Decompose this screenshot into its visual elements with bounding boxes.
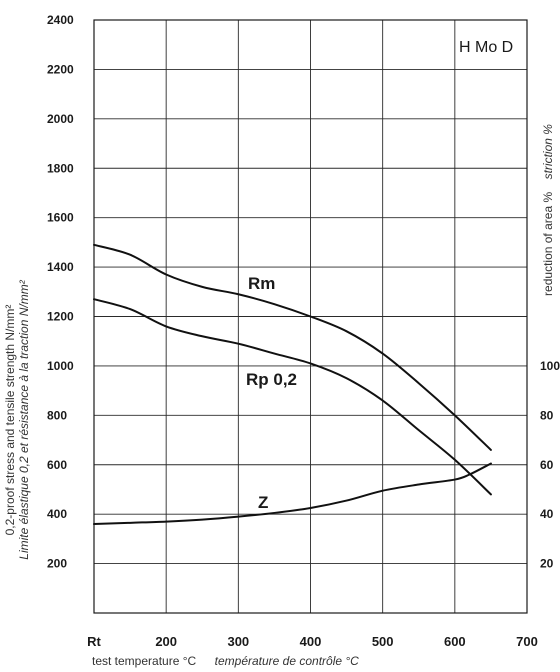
right-tick-labels: 100 80 60 40 20	[540, 359, 560, 571]
series-label-rp02: Rp 0,2	[246, 370, 297, 389]
x-tick-label: 700	[516, 634, 538, 649]
series-label-z: Z	[258, 493, 268, 512]
y-axis-title: 0,2-proof stress and tensile strength N/…	[3, 279, 31, 559]
y-tick-label: 600	[47, 458, 67, 472]
y-tick-label: 2400	[47, 13, 74, 27]
y-tick-label: 1400	[47, 260, 74, 274]
y-tick-label: 1000	[47, 359, 74, 373]
right-axis-title-en: reduction of area %	[541, 192, 555, 296]
series-lines	[93, 243, 492, 526]
x-axis-title-en: test temperature °C	[92, 654, 197, 668]
y-axis-title-fr: Limite élastique 0,2 et résistance à la …	[17, 279, 31, 559]
x-tick-label: 400	[300, 634, 322, 649]
series-line-rp02	[93, 298, 492, 496]
right-tick-label: 100	[540, 359, 560, 373]
right-axis-title-text: reduction of area % striction %	[539, 124, 556, 296]
series-line-rm	[93, 243, 492, 451]
y-tick-label: 400	[47, 507, 67, 521]
right-tick-label: 60	[540, 458, 554, 472]
y-tick-label: 1600	[47, 211, 74, 225]
x-tick-labels: Rt 200 300 400 500 600 700	[87, 634, 538, 649]
y-axis-title-en: 0,2-proof stress and tensile strength N/…	[3, 305, 17, 536]
plot-frame	[93, 19, 528, 614]
right-tick-label: 20	[540, 557, 554, 571]
x-tick-label: 300	[227, 634, 249, 649]
x-tick-label: 600	[444, 634, 466, 649]
right-tick-label: 40	[540, 507, 554, 521]
x-tick-label: 500	[372, 634, 394, 649]
right-axis-title: reduction of area % striction %	[539, 124, 556, 296]
x-tick-label: 200	[155, 634, 177, 649]
series-line-z	[93, 462, 492, 526]
y-tick-label: 1200	[47, 310, 74, 324]
right-axis-title-fr: striction %	[541, 124, 555, 180]
y-tick-label: 2000	[47, 112, 74, 126]
y-tick-labels: 200 400 600 800 1000 1200 1400 1600 1800 2000 2200…	[47, 13, 74, 571]
right-tick-label: 80	[540, 408, 554, 422]
y-tick-label: 800	[47, 408, 67, 422]
x-axis-title-fr: température de contrôle °C	[215, 654, 360, 668]
y-tick-label: 200	[47, 557, 67, 571]
steel-grade-label: H Mo D	[459, 39, 513, 56]
y-tick-label: 1800	[47, 161, 74, 175]
series-label-rm: Rm	[248, 274, 275, 293]
y-tick-label: 2200	[47, 62, 74, 76]
x-tick-label: Rt	[87, 634, 101, 649]
x-axis-title: test temperature °C température de contr…	[92, 652, 359, 669]
